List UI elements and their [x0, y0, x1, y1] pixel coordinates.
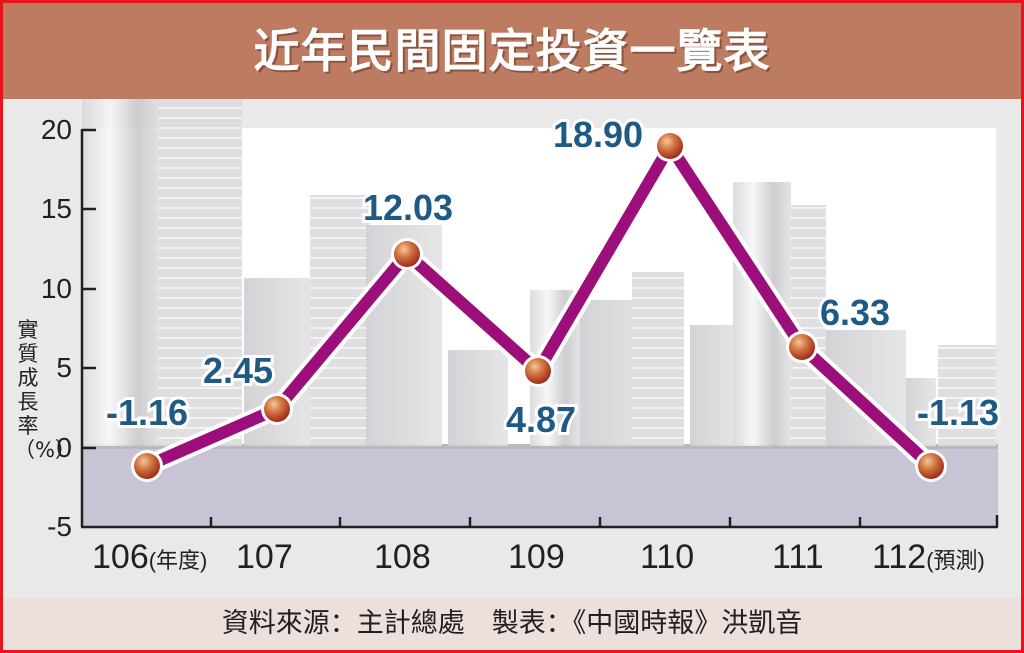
- label-110: 18.90: [553, 114, 643, 155]
- marker-108: [394, 241, 420, 267]
- marker-106: [134, 453, 160, 479]
- xtick-106-label: 106: [92, 538, 149, 576]
- data-labels: -1.16 2.45 12.03 4.87 18.90 6.33 -1.13: [103, 111, 1002, 443]
- marker-109: [525, 358, 551, 384]
- y-axis: [80, 128, 96, 527]
- source-text: 資料來源：主計總處 製表：《中國時報》洪凱音: [221, 608, 803, 639]
- source-footer: 資料來源：主計總處 製表：《中國時報》洪凱音: [3, 598, 1021, 650]
- label-112: -1.13: [917, 392, 999, 433]
- ytick-10: 10: [40, 273, 72, 304]
- label-108: 12.03: [363, 187, 453, 228]
- xtick-111: 111: [772, 538, 824, 577]
- x-axis: [81, 515, 999, 529]
- ytick-0: 0: [56, 432, 72, 463]
- xtick-109: 109: [508, 538, 565, 577]
- ytick-15: 15: [40, 193, 72, 224]
- xtick-110: 110: [640, 538, 694, 577]
- y-axis-label: 實質成長率（%）: [14, 318, 76, 462]
- zero-line: [82, 444, 998, 449]
- negative-band: [82, 448, 998, 527]
- xtick-112-label: 112: [872, 538, 927, 576]
- data-markers: [131, 130, 947, 482]
- xtick-112-note: (預測): [926, 548, 985, 573]
- marker-112: [918, 453, 944, 479]
- marker-107: [264, 396, 290, 422]
- xtick-107: 107: [236, 538, 293, 577]
- chart-title: 近年民間固定投資一覽表: [253, 24, 771, 78]
- marker-110: [657, 133, 683, 159]
- xtick-107-label: 107: [236, 538, 293, 576]
- label-106: -1.16: [106, 392, 188, 433]
- label-109: 4.87: [506, 399, 576, 440]
- label-111: 6.33: [820, 292, 890, 333]
- xtick-106: 106(年度): [92, 538, 207, 577]
- xtick-108-label: 108: [374, 538, 431, 576]
- ytick-neg5: -5: [47, 511, 72, 542]
- label-107: 2.45: [203, 350, 273, 391]
- title-bar: 近年民間固定投資一覽表: [3, 3, 1021, 99]
- xtick-109-label: 109: [508, 538, 565, 576]
- xtick-112: 112(預測): [872, 538, 985, 577]
- xtick-111-label: 111: [772, 538, 824, 576]
- xtick-106-note: (年度): [148, 548, 208, 573]
- xtick-108: 108: [374, 538, 431, 577]
- marker-111: [789, 334, 815, 360]
- ytick-5: 5: [56, 352, 72, 383]
- ytick-20: 20: [40, 114, 72, 145]
- xtick-110-label: 110: [640, 538, 695, 576]
